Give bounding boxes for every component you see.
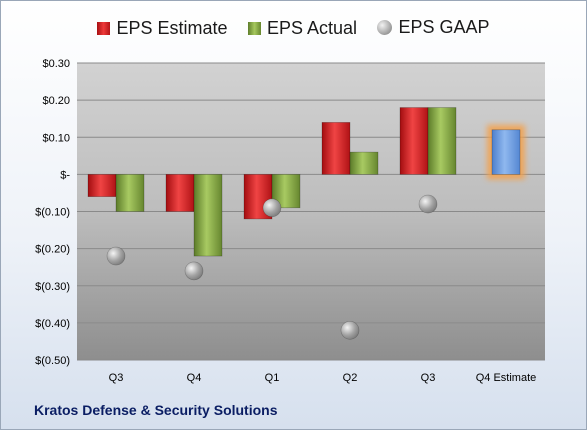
y-tick-label: $(0.20) xyxy=(35,244,70,256)
y-tick-label: $(0.10) xyxy=(35,207,70,219)
marker-eps-gaap xyxy=(106,246,126,266)
legend-eps-gaap: EPS GAAP xyxy=(377,17,490,38)
marker-eps-gaap xyxy=(184,261,204,281)
legend-eps-actual: EPS Actual xyxy=(247,18,358,39)
legend: EPS Estimate EPS Actual EPS GAAP xyxy=(1,17,586,43)
x-tick-label: Q4 xyxy=(187,372,202,384)
legend-label-eps-estimate: EPS Estimate xyxy=(116,18,228,38)
legend-eps-estimate: EPS Estimate xyxy=(97,18,228,39)
bar-eps-estimate xyxy=(321,122,351,175)
y-tick-label: $(0.50) xyxy=(35,355,70,367)
y-tick-label: $0.20 xyxy=(42,95,70,107)
y-tick-label: $(0.40) xyxy=(35,318,70,330)
legend-swatch-eps-actual xyxy=(247,22,261,35)
marker-eps-gaap xyxy=(262,198,282,218)
legend-swatch-eps-gaap xyxy=(377,20,393,35)
legend-label-eps-actual: EPS Actual xyxy=(266,18,358,38)
bar-eps-estimate xyxy=(165,174,195,212)
x-tick-label: Q2 xyxy=(343,372,358,384)
marker-eps-gaap xyxy=(340,320,360,340)
legend-swatch-eps-estimate xyxy=(97,22,111,35)
y-tick-label: $0.30 xyxy=(42,58,70,70)
bar-q4-estimate xyxy=(491,129,521,175)
bar-eps-estimate xyxy=(87,174,117,197)
y-tick-label: $(0.30) xyxy=(35,281,70,293)
x-tick-label: Q3 xyxy=(109,372,124,384)
bar-eps-actual xyxy=(115,174,145,212)
legend-label-eps-gaap: EPS GAAP xyxy=(398,17,490,37)
x-tick-label: Q1 xyxy=(265,372,280,384)
x-tick-label: Q4 Estimate xyxy=(476,372,537,384)
y-tick-label: $0.10 xyxy=(42,132,70,144)
x-tick-label: Q3 xyxy=(421,372,436,384)
bar-eps-actual xyxy=(349,151,379,175)
chart-title: Kratos Defense & Security Solutions xyxy=(34,402,278,418)
marker-eps-gaap xyxy=(418,194,438,214)
bar-eps-actual xyxy=(193,174,223,257)
y-tick-label: $- xyxy=(60,169,70,181)
bar-eps-actual xyxy=(427,107,457,175)
bar-eps-estimate xyxy=(399,107,429,175)
